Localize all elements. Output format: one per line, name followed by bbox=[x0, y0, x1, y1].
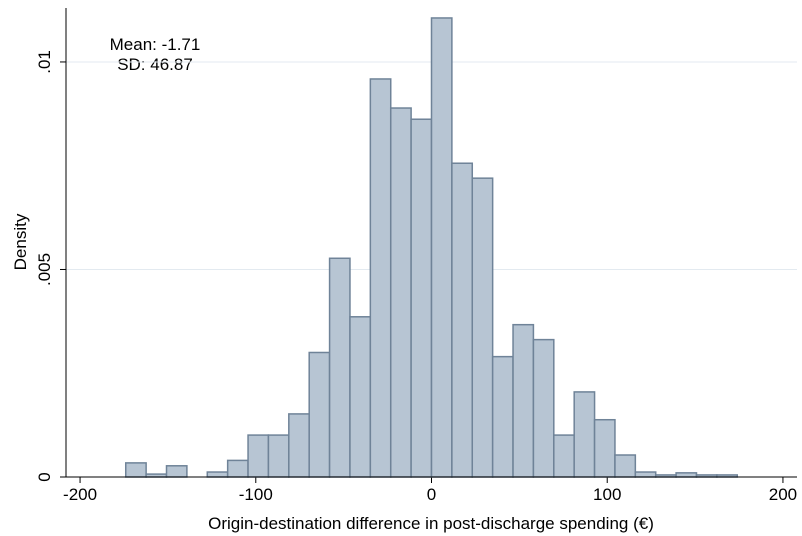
bar bbox=[410, 118, 433, 478]
bar bbox=[573, 391, 596, 478]
y-axis-label: Density bbox=[11, 213, 30, 270]
bar bbox=[206, 471, 229, 478]
x-tick-label: 100 bbox=[593, 485, 621, 504]
bar bbox=[614, 454, 637, 478]
bar bbox=[369, 78, 392, 478]
bar bbox=[328, 257, 351, 478]
bar bbox=[308, 351, 331, 478]
bar bbox=[247, 434, 270, 478]
bar bbox=[288, 413, 310, 478]
bar bbox=[675, 472, 698, 478]
bar bbox=[532, 338, 555, 478]
x-tick-label: 200 bbox=[769, 485, 797, 504]
bar bbox=[471, 177, 494, 478]
bar bbox=[389, 107, 412, 478]
bar bbox=[124, 462, 147, 478]
bar bbox=[430, 17, 453, 478]
x-tick-label: 0 bbox=[427, 485, 436, 504]
bar bbox=[226, 459, 249, 478]
bar bbox=[634, 471, 657, 478]
bar bbox=[451, 162, 474, 478]
y-tick-label: 0 bbox=[35, 472, 54, 481]
x-tick-label: -200 bbox=[63, 485, 97, 504]
bar bbox=[553, 434, 575, 478]
bar bbox=[491, 355, 514, 478]
annotation: SD: 46.87 bbox=[117, 55, 193, 74]
bar bbox=[267, 434, 290, 478]
bar bbox=[512, 323, 535, 478]
y-tick-label: .005 bbox=[35, 253, 54, 286]
bar bbox=[165, 465, 188, 478]
bar bbox=[349, 316, 372, 478]
x-axis-label: Origin-destination difference in post-di… bbox=[208, 514, 654, 533]
y-tick-label: .01 bbox=[35, 50, 54, 74]
bar bbox=[593, 418, 616, 478]
annotation: Mean: -1.71 bbox=[110, 35, 201, 54]
x-tick-label: -100 bbox=[239, 485, 273, 504]
